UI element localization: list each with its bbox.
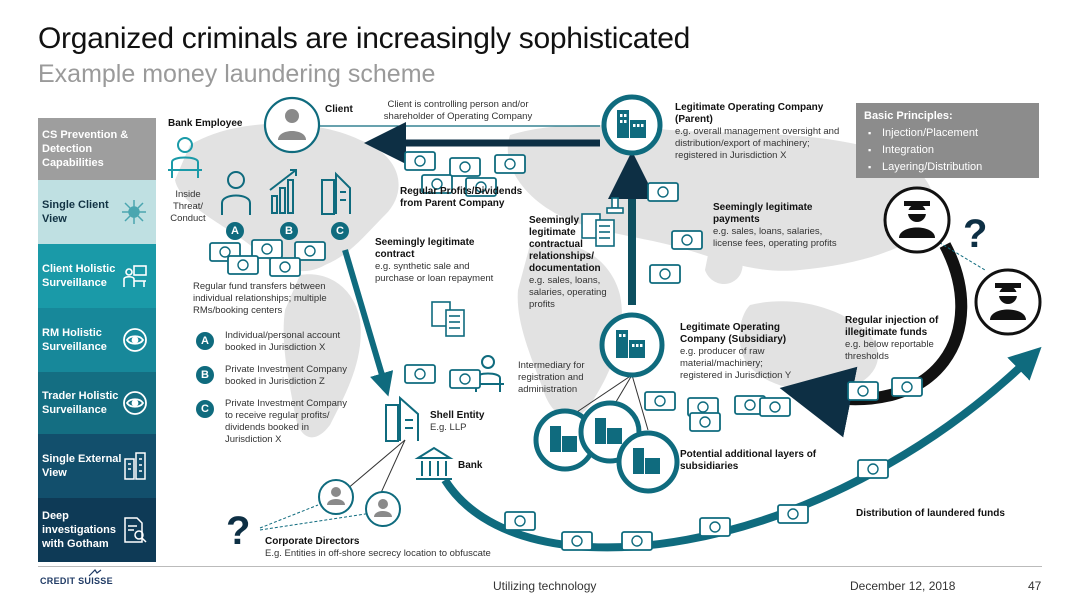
corporate-director-icon: [319, 480, 353, 514]
legend-a-text: Individual/personal account booked in Ju…: [225, 330, 353, 354]
credit-suisse-logo: CREDIT SUISSE: [40, 576, 113, 586]
bank-icon: [416, 448, 452, 479]
legend-b-text: Private Investment Company booked in Jur…: [225, 364, 353, 388]
sails-icon: [88, 569, 102, 577]
footer-center-text: Utilizing technology: [493, 579, 596, 593]
fund-transfers-label: Regular fund transfers between individua…: [193, 281, 358, 317]
parent-company-text: Legitimate Operating Company (Parent) e.…: [675, 102, 845, 162]
parent-company-title: Legitimate Operating Company (Parent): [675, 102, 845, 126]
payments-text: Seemingly legitimate payments e.g. sales…: [713, 202, 853, 250]
bank-employee-label: Bank Employee: [168, 118, 242, 130]
shell-entity-text: Shell Entity E.g. LLP: [430, 410, 510, 434]
intermediary-label: Intermediary for registration and admini…: [518, 360, 593, 396]
footer-divider: [38, 566, 1042, 567]
parent-company-desc: e.g. overall management oversight and di…: [675, 126, 845, 162]
basic-principles-box: Basic Principles: Injection/Placement In…: [856, 103, 1039, 178]
parent-company-icon: [604, 97, 660, 153]
logo-text: CREDIT SUISSE: [40, 576, 113, 586]
contractual-title: Seemingly legitimate contractual relatio…: [529, 215, 614, 275]
shell-entity-title: Shell Entity: [430, 410, 510, 422]
client-note: Client is controlling person and/or shar…: [378, 99, 538, 123]
tall-building-icon: [322, 174, 350, 214]
injection-text: Regular injection of illegitimate funds …: [845, 315, 955, 363]
principles-heading: Basic Principles:: [864, 108, 1031, 125]
criminal-icon: [885, 188, 949, 252]
bank-label: Bank: [458, 460, 482, 472]
bank-employee-icon: [168, 138, 202, 178]
principle-item: Injection/Placement: [864, 125, 1031, 142]
legend-badge-c: C: [196, 400, 214, 418]
page-number: 47: [1028, 579, 1041, 593]
footer-date: December 12, 2018: [850, 579, 955, 593]
individual-person-icon: [222, 172, 250, 215]
contractual-text: Seemingly legitimate contractual relatio…: [529, 215, 614, 311]
subsidiary-company-icon: [602, 315, 662, 375]
distribution-label: Distribution of laundered funds: [856, 508, 1005, 520]
question-mark-icon: ?: [963, 212, 987, 257]
corporate-directors-desc: E.g. Entities in off-shore secrecy locat…: [265, 548, 525, 560]
corporate-directors-text: Corporate Directors E.g. Entities in off…: [265, 536, 525, 560]
additional-subsidiary-icon: [619, 433, 677, 491]
question-director-dashed: [260, 513, 372, 530]
regular-profits-label: Regular Profits/Dividends from Parent Co…: [400, 186, 540, 210]
payments-desc: e.g. sales, loans, salaries, license fee…: [713, 226, 853, 250]
contractual-desc: e.g. sales, loans, salaries, operating p…: [529, 275, 614, 311]
question-mark-icon: ?: [226, 509, 250, 554]
shell-entity-desc: E.g. LLP: [430, 422, 510, 434]
legend-badge-b: B: [196, 366, 214, 384]
injection-title: Regular injection of illegitimate funds: [845, 315, 955, 339]
shell-director-line: [380, 440, 405, 495]
principles-list: Injection/Placement Integration Layering…: [864, 125, 1031, 176]
subsidiary-desc: e.g. producer of raw material/machinery;…: [680, 346, 800, 382]
documents-icon: [432, 302, 464, 336]
badge-b: B: [280, 222, 298, 240]
contract-text: Seemingly legitimate contract e.g. synth…: [375, 237, 510, 285]
subsidiary-text: Legitimate Operating Company (Subsidiary…: [680, 322, 800, 382]
criminal-icon: [976, 270, 1040, 334]
client-label: Client: [325, 104, 353, 116]
stamp-icon: [607, 198, 623, 213]
payments-title: Seemingly legitimate payments: [713, 202, 853, 226]
badge-c: C: [331, 222, 349, 240]
additional-layers-label: Potential additional layers of subsidiar…: [680, 449, 820, 473]
contract-desc: e.g. synthetic sale and purchase or loan…: [375, 261, 510, 285]
badge-a: A: [226, 222, 244, 240]
legend-badge-a: A: [196, 332, 214, 350]
corporate-directors-title: Corporate Directors: [265, 536, 525, 548]
question-director-dashed: [260, 505, 318, 528]
legend-c-text: Private Investment Company to receive re…: [225, 398, 353, 446]
client-icon: [265, 98, 319, 152]
principle-item: Layering/Distribution: [864, 159, 1031, 176]
subsidiary-title: Legitimate Operating Company (Subsidiary…: [680, 322, 800, 346]
growth-chart-icon: [270, 170, 296, 213]
contract-title: Seemingly legitimate contract: [375, 237, 510, 261]
principle-item: Integration: [864, 142, 1031, 159]
inside-threat-label: Inside Threat/ Conduct: [168, 189, 208, 225]
shell-entity-building-icon: [386, 398, 418, 441]
corporate-director-icon: [366, 492, 400, 526]
injection-desc: e.g. below reportable thresholds: [845, 339, 955, 363]
